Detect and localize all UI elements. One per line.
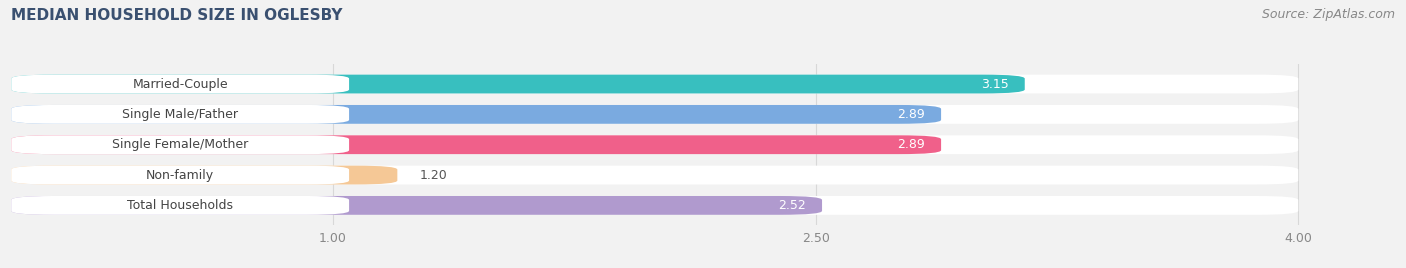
FancyBboxPatch shape (11, 75, 349, 94)
Text: Single Male/Father: Single Male/Father (122, 108, 238, 121)
Text: Source: ZipAtlas.com: Source: ZipAtlas.com (1261, 8, 1395, 21)
Text: Non-family: Non-family (146, 169, 214, 181)
FancyBboxPatch shape (11, 105, 349, 124)
FancyBboxPatch shape (11, 105, 941, 124)
FancyBboxPatch shape (11, 196, 349, 215)
FancyBboxPatch shape (11, 105, 1298, 124)
Text: Single Female/Mother: Single Female/Mother (112, 138, 249, 151)
FancyBboxPatch shape (11, 135, 941, 154)
FancyBboxPatch shape (11, 166, 349, 184)
Text: 1.20: 1.20 (420, 169, 447, 181)
Text: Married-Couple: Married-Couple (132, 77, 228, 91)
Text: MEDIAN HOUSEHOLD SIZE IN OGLESBY: MEDIAN HOUSEHOLD SIZE IN OGLESBY (11, 8, 343, 23)
FancyBboxPatch shape (11, 166, 398, 184)
FancyBboxPatch shape (11, 166, 1298, 184)
FancyBboxPatch shape (11, 135, 1298, 154)
Text: 2.89: 2.89 (897, 138, 925, 151)
FancyBboxPatch shape (11, 75, 1298, 94)
FancyBboxPatch shape (11, 196, 823, 215)
Text: Total Households: Total Households (127, 199, 233, 212)
Text: 2.89: 2.89 (897, 108, 925, 121)
FancyBboxPatch shape (11, 135, 349, 154)
FancyBboxPatch shape (11, 196, 1298, 215)
Text: 2.52: 2.52 (778, 199, 806, 212)
FancyBboxPatch shape (11, 75, 1025, 94)
Text: 3.15: 3.15 (981, 77, 1008, 91)
